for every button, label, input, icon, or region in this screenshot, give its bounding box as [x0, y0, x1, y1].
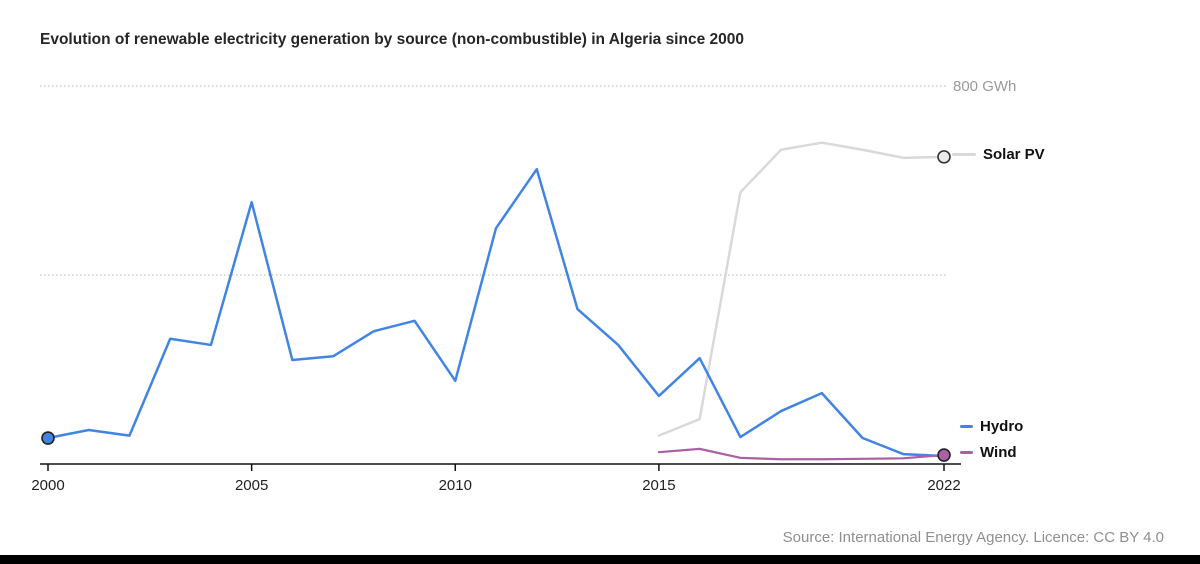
series-line-wind — [657, 447, 946, 461]
chart-title: Evolution of renewable electricity gener… — [40, 31, 744, 48]
legend-label-solar-pv: Solar PV — [983, 146, 1045, 163]
x-tick-label-2005: 2005 — [235, 477, 268, 494]
marker-solar-pv — [937, 150, 951, 164]
x-tick-label-2015: 2015 — [642, 477, 675, 494]
x-tick-label-2000: 2000 — [31, 477, 64, 494]
legend-label-hydro: Hydro — [980, 418, 1024, 435]
series-line-hydro — [46, 167, 946, 458]
series-line-solar-pv — [657, 141, 946, 437]
legend-item-solar-pv[interactable]: Solar PV — [952, 146, 1045, 163]
marker-wind — [937, 448, 951, 462]
source-attribution: Source: International Energy Agency. Lic… — [782, 529, 1164, 546]
x-tick-label-2010: 2010 — [439, 477, 472, 494]
legend-item-wind[interactable]: Wind — [960, 444, 1017, 461]
y-axis-max-label: 800 GWh — [953, 78, 1017, 95]
legend-label-wind: Wind — [980, 444, 1017, 461]
solar-pv-line-swatch-icon — [952, 153, 976, 156]
footer-bar — [0, 555, 1200, 564]
hydro-line-swatch-icon — [960, 425, 973, 428]
marker-hydro — [41, 431, 55, 445]
x-tick-label-2022: 2022 — [927, 477, 960, 494]
wind-line-swatch-icon — [960, 451, 973, 454]
legend-item-hydro[interactable]: Hydro — [960, 418, 1023, 435]
